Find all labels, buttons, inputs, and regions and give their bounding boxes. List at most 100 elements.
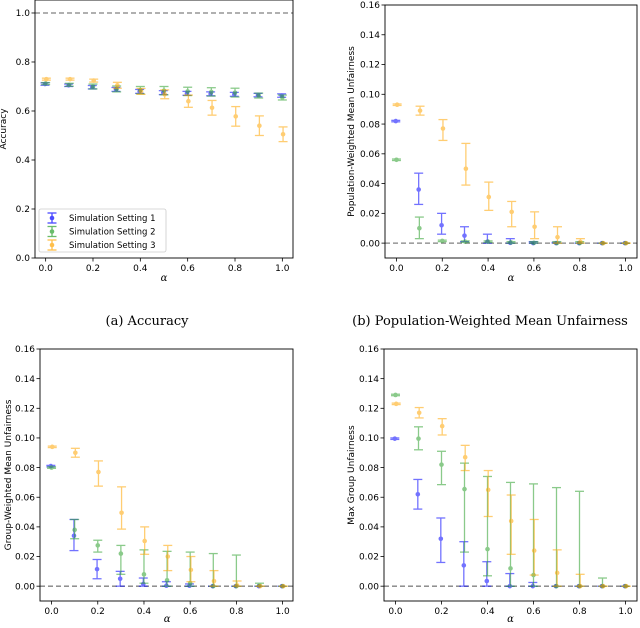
data-point <box>554 570 560 576</box>
data-point <box>234 583 240 588</box>
series-2 <box>391 392 630 589</box>
data-point <box>462 239 468 244</box>
x-tick-label: 1.0 <box>275 264 290 274</box>
x-tick-label: 1.0 <box>618 607 633 617</box>
data-point <box>257 583 263 589</box>
data-point <box>90 84 96 89</box>
x-axis-label: α <box>508 273 515 284</box>
legend-point <box>49 229 55 234</box>
y-tick-label: 0.00 <box>359 582 379 592</box>
data-point <box>67 82 72 88</box>
subplot-3: 0.0 0.2 0.4 0.6 0.8 1.0 0.00 0.02 0.04 0.06 0.08 0.… <box>4 345 294 625</box>
data-point <box>462 454 468 460</box>
data-point <box>162 92 168 97</box>
axes-frame <box>34 0 294 259</box>
data-point <box>484 578 490 584</box>
data-point <box>601 240 606 246</box>
x-tick-label: 0.2 <box>435 264 449 274</box>
x-tick-label: 0.2 <box>434 607 448 617</box>
x-tick-label: 0.0 <box>44 607 59 617</box>
y-tick-label: 0.12 <box>15 404 35 414</box>
x-tick-label: 0.6 <box>183 607 198 617</box>
data-point <box>209 105 215 111</box>
data-point <box>578 239 583 245</box>
subplot-2: 0.0 0.2 0.4 0.6 0.8 1.0 0.00 0.02 0.04 0.06 0.08 0.… <box>347 1 638 284</box>
data-point <box>508 566 513 571</box>
data-point <box>508 240 514 245</box>
y-tick-label: 0.10 <box>15 434 35 444</box>
axes-frame <box>39 348 294 602</box>
data-point <box>138 89 144 94</box>
data-point <box>280 131 286 137</box>
data-point <box>485 239 491 244</box>
x-tick-label: 0.0 <box>38 264 53 274</box>
y-tick-label: 0.02 <box>360 210 380 220</box>
data-point <box>486 194 492 200</box>
y-tick-label: 0.02 <box>15 553 35 563</box>
data-point <box>577 583 583 589</box>
y-tick-label: 0.12 <box>360 61 380 71</box>
series-1 <box>46 463 287 589</box>
y-tick-label: 0.08 <box>360 120 380 130</box>
data-point <box>394 157 399 163</box>
y-tick-label: 0.4 <box>16 156 31 166</box>
x-axis-label: α <box>161 273 168 284</box>
data-point <box>256 93 261 98</box>
series-3 <box>47 444 288 589</box>
legend-marker <box>47 239 57 251</box>
x-tick-label: 0.8 <box>573 264 588 274</box>
y-tick-label: 0.14 <box>360 31 380 41</box>
y-tick-label: 0.04 <box>360 180 380 190</box>
data-point <box>71 533 77 539</box>
data-point <box>462 233 467 238</box>
data-point <box>188 567 194 573</box>
data-point <box>462 486 467 492</box>
axes-frame <box>383 348 638 602</box>
subplot-4: 0.0 0.2 0.4 0.6 0.8 1.0 0.00 0.02 0.04 0.06 0.08 0.… <box>347 345 638 625</box>
data-point <box>417 108 423 113</box>
legend-frame <box>38 208 167 253</box>
caption-a: (a) Accuracy <box>105 314 189 329</box>
x-tick-label: 0.2 <box>86 264 100 274</box>
y-tick-label: 0.06 <box>360 150 380 160</box>
data-point <box>49 465 54 470</box>
data-point <box>44 76 49 82</box>
data-point <box>95 543 101 548</box>
y-tick-label: 0.16 <box>360 1 380 11</box>
y-tick-label: 0.02 <box>359 553 379 563</box>
data-point <box>415 491 421 497</box>
x-tick-label: 0.4 <box>133 264 148 274</box>
x-tick-label: 0.8 <box>228 264 243 274</box>
data-point <box>392 436 398 441</box>
x-axis-label: α <box>164 614 171 625</box>
x-tick-label: 0.0 <box>389 264 404 274</box>
data-point <box>439 462 444 467</box>
series-1 <box>390 436 630 589</box>
data-point <box>416 410 422 416</box>
y-tick-label: 0.00 <box>360 239 380 249</box>
y-tick-label: 0.2 <box>16 205 30 215</box>
data-point <box>417 225 422 231</box>
data-point <box>165 554 171 559</box>
x-tick-label: 0.6 <box>526 607 541 617</box>
data-point <box>185 89 190 94</box>
y-tick-label: 0.14 <box>359 375 379 385</box>
data-point <box>623 583 629 589</box>
data-point <box>531 240 537 246</box>
data-point <box>485 546 490 552</box>
data-point <box>463 166 469 172</box>
data-point <box>115 82 120 88</box>
legend: Simulation Setting 1 Simulation Setting 2… <box>38 208 167 253</box>
data-point <box>394 102 400 108</box>
series-3 <box>392 102 631 246</box>
legend-point <box>49 215 55 221</box>
x-tick-label: 0.8 <box>572 607 587 617</box>
legend-marker <box>47 212 57 224</box>
x-axis-label: α <box>507 614 514 625</box>
y-axis-label: Max Group Unfairness <box>347 425 357 525</box>
data-point <box>416 436 421 441</box>
y-tick-label: 0.08 <box>359 464 379 474</box>
data-point <box>280 583 286 589</box>
